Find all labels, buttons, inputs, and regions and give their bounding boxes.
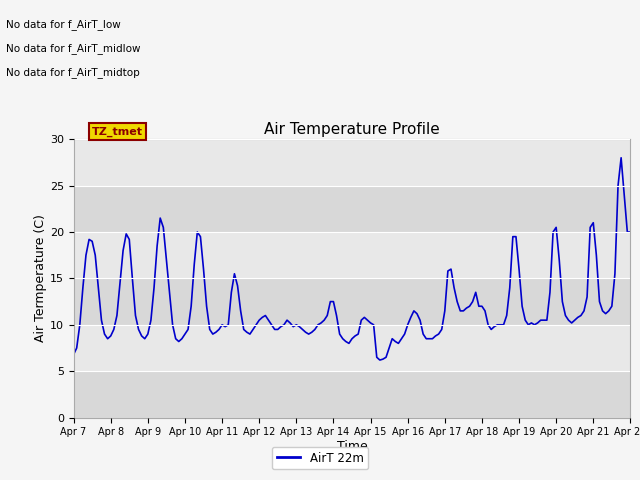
Bar: [74, 371, 630, 418]
Title: Air Temperature Profile: Air Temperature Profile: [264, 121, 440, 137]
Text: TZ_tmet: TZ_tmet: [92, 127, 143, 137]
Bar: [74, 278, 630, 325]
X-axis label: Time: Time: [337, 440, 367, 453]
Y-axis label: Air Termperature (C): Air Termperature (C): [34, 215, 47, 342]
Bar: [74, 186, 630, 232]
Bar: [74, 325, 630, 371]
Bar: [74, 232, 630, 278]
Legend: AirT 22m: AirT 22m: [272, 447, 368, 469]
Text: No data for f_AirT_low: No data for f_AirT_low: [6, 19, 121, 30]
Bar: [74, 139, 630, 186]
Text: No data for f_AirT_midtop: No data for f_AirT_midtop: [6, 67, 140, 78]
Text: No data for f_AirT_midlow: No data for f_AirT_midlow: [6, 43, 141, 54]
